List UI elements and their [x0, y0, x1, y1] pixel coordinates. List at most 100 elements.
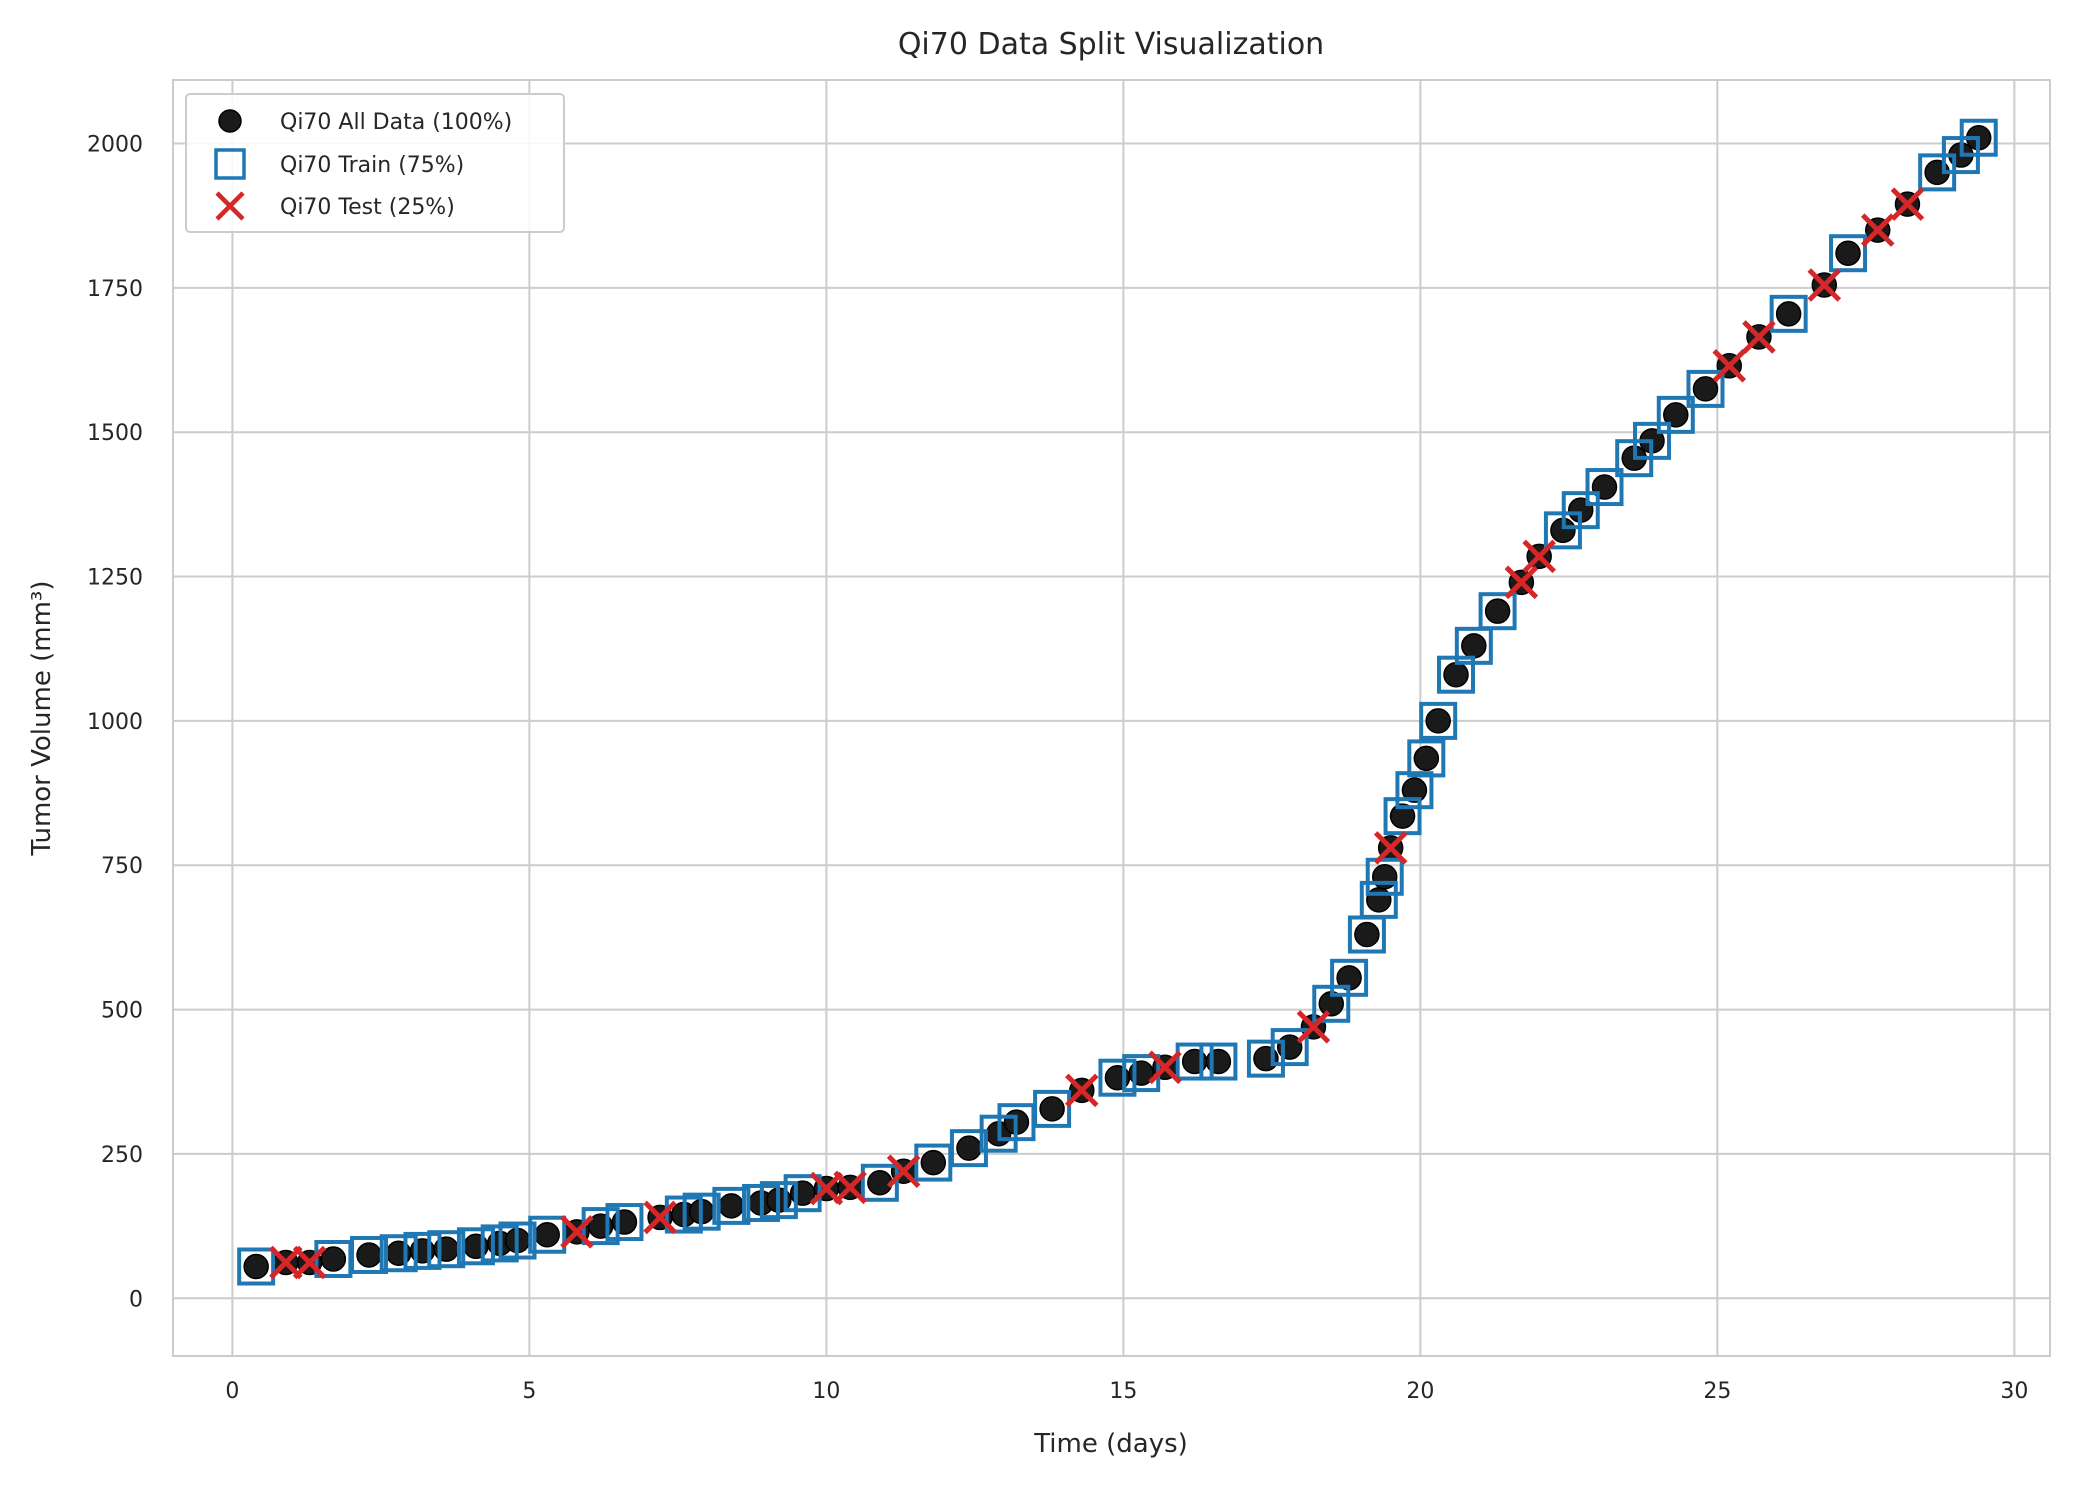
data-point-train [1033, 1089, 1072, 1128]
data-point-train [1199, 1042, 1238, 1081]
data-point-train [456, 1227, 495, 1266]
y-axis-label: Tumor Volume (mm³) [27, 581, 57, 857]
data-point-test [1148, 1050, 1182, 1085]
data-point-train [1395, 771, 1434, 810]
data-point-all [1389, 803, 1416, 829]
data-point-train [949, 1129, 988, 1168]
x-tick-label: 15 [1109, 1379, 1137, 1404]
plot-frame [172, 79, 2051, 1357]
x-tick-label: 5 [522, 1379, 536, 1404]
data-point-all [356, 1242, 382, 1268]
data-point-all [1366, 887, 1392, 913]
x-tick-label: 20 [1406, 1379, 1434, 1404]
data-point-test [1504, 565, 1539, 600]
legend: Qi70 All Data (100%) Qi70 Train (75%) Qi… [185, 93, 565, 233]
y-tick-label: 1000 [87, 710, 143, 735]
data-point-test [1890, 187, 1925, 221]
data-point-train [1098, 1058, 1137, 1097]
data-point-all [718, 1193, 745, 1219]
data-point-test [1373, 831, 1408, 865]
data-point-all [867, 1170, 893, 1196]
y-tick-label: 1500 [87, 421, 143, 446]
chart-title: Qi70 Data Split Visualization [898, 27, 1324, 62]
data-point-test [833, 1170, 867, 1205]
data-point-train [1246, 1039, 1285, 1078]
x-axis-label: Time (days) [1033, 1429, 1188, 1459]
data-point-all [1039, 1096, 1065, 1122]
legend-label-train: Qi70 Train (75%) [280, 153, 464, 178]
data-point-train [1686, 369, 1725, 408]
data-point-all [1692, 376, 1719, 402]
x-tick-label: 30 [2000, 1379, 2028, 1404]
data-point-train [1478, 592, 1517, 631]
data-point-train [1769, 294, 1808, 333]
legend-marker-test [215, 191, 245, 221]
data-point-train [1656, 395, 1695, 434]
data-point-test [1065, 1073, 1099, 1108]
data-point-train [860, 1163, 899, 1202]
y-tick-label: 250 [101, 1143, 143, 1168]
data-point-train [1561, 491, 1600, 530]
y-tick-label: 500 [101, 999, 143, 1024]
data-point-test [1296, 1010, 1331, 1044]
data-point-all [1413, 745, 1440, 772]
y-tick-label: 0 [129, 1287, 143, 1312]
legend-label-all: Qi70 All Data (100%) [280, 110, 512, 135]
data-point-train [498, 1221, 537, 1260]
data-point-test [1712, 349, 1747, 383]
y-tick-label: 2000 [87, 133, 143, 158]
legend-marker-all [218, 109, 242, 133]
y-tick-labels: 0 250 500 750 1000 1250 1500 1750 2000 [87, 133, 143, 1313]
data-point-train [1359, 880, 1398, 919]
data-point-all [1401, 777, 1428, 803]
data-point-train [1959, 118, 1998, 157]
data-point-train [1419, 701, 1458, 740]
grid-lines [173, 80, 2050, 1356]
data-point-all [1425, 708, 1451, 734]
data-point-test [292, 1245, 327, 1280]
x-tick-label: 25 [1703, 1379, 1731, 1404]
data-point-all [1354, 921, 1380, 948]
data-point-train [712, 1186, 751, 1225]
data-point-all [1461, 633, 1487, 659]
series-train [237, 118, 1998, 1286]
x-tick-labels: 0 5 10 15 20 25 30 [225, 1379, 2028, 1404]
x-tick-label: 0 [225, 1379, 239, 1404]
data-point-all [1484, 598, 1511, 624]
data-point-train [1330, 958, 1369, 997]
x-tick-label: 10 [812, 1379, 840, 1404]
data-point-train [1633, 421, 1672, 460]
data-point-test [886, 1154, 921, 1189]
data-point-train [379, 1234, 418, 1273]
data-point-train [1270, 1028, 1309, 1067]
data-point-train [1407, 739, 1446, 778]
data-point-test [560, 1215, 594, 1249]
y-tick-label: 1750 [87, 277, 143, 302]
data-point-all [1371, 864, 1398, 890]
data-point-train [1175, 1042, 1214, 1081]
data-point-train [427, 1230, 466, 1269]
legend-box [185, 93, 565, 233]
data-point-train [350, 1235, 389, 1274]
data-point-train [1365, 857, 1404, 896]
data-point-test [643, 1200, 677, 1235]
data-point-all [534, 1222, 560, 1248]
data-point-train [759, 1181, 798, 1220]
data-point-all [956, 1135, 982, 1161]
data-point-all [1443, 661, 1469, 688]
data-point-test [1860, 213, 1895, 247]
data-point-train [682, 1192, 721, 1231]
data-point-train [237, 1247, 276, 1286]
data-point-test [1807, 268, 1842, 302]
data-point-all [320, 1246, 347, 1272]
data-point-train [1585, 468, 1624, 507]
series-test [269, 187, 1925, 1280]
data-point-train [1829, 234, 1868, 273]
data-point-test [269, 1245, 303, 1280]
data-point-all [243, 1253, 269, 1280]
data-point-all [1663, 402, 1689, 428]
legend-label-test: Qi70 Test (25%) [280, 195, 455, 220]
data-point-all [920, 1149, 947, 1176]
data-point-train [403, 1231, 442, 1270]
